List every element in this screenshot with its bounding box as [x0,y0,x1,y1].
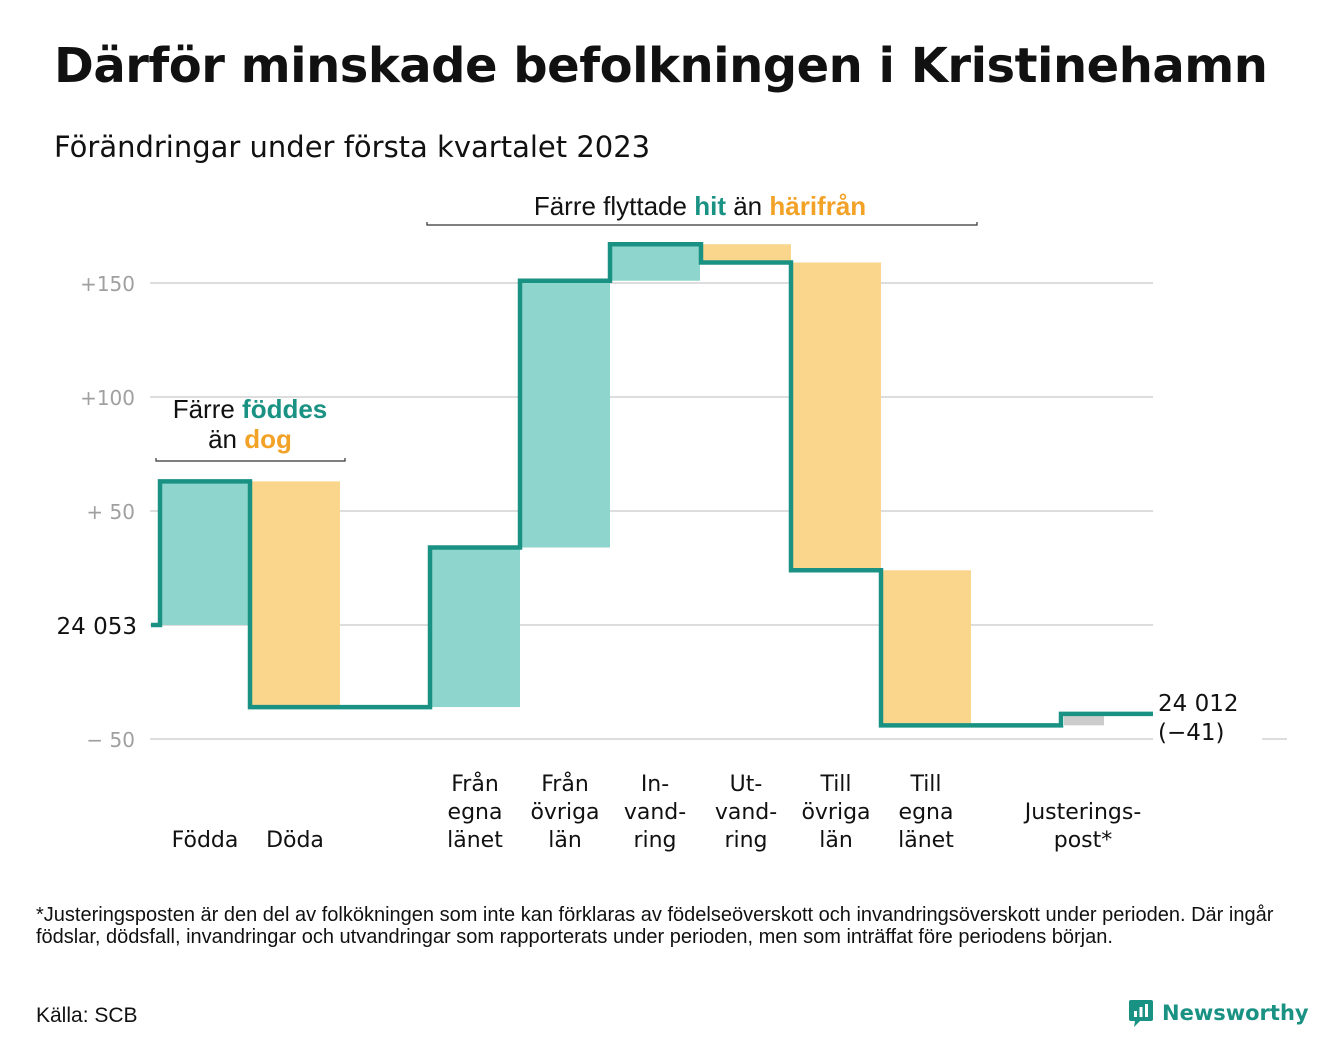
waterfall-chart: +150 +100 + 50 − 50 24 053 24 012 (−41) Födda Dö… [57,191,1287,853]
category-label: post* [1054,828,1113,853]
category-label: övriga [801,800,870,825]
cumulative-line [151,241,1153,728]
category-label: In- [641,772,669,797]
bar-till-övriga-län [791,262,881,571]
annotation-plain-text: Färre [173,394,242,424]
category-label: Födda [172,828,239,853]
annotation-teal-text: föddes [242,394,327,424]
bar-från-egna-länet [430,547,520,708]
brand-name: Newsworthy [1162,1001,1309,1025]
newsworthy-logo-icon [1129,1000,1153,1027]
category-label: Döda [266,828,324,853]
category-label: län [819,828,853,853]
category-label: länet [898,828,954,853]
category-label: Från [541,771,589,797]
y-tick-label: +100 [80,386,135,410]
annotation-bracket-natural [155,458,346,462]
bar-ut-vandring [701,244,791,263]
annotation-text-migration: Färre flyttade hit än härifrån [534,191,866,221]
end-value-label: 24 012 [1158,691,1238,717]
category-label: vand- [624,800,686,825]
annotation-bracket-migration [426,222,978,226]
category-label: Justerings- [1023,800,1142,825]
category-label: Till [819,772,851,797]
annotation-orange-text: dog [244,424,292,454]
bar-döda [250,481,340,708]
footnote: *Justeringsposten är den del av folkökni… [36,904,1274,948]
end-change-label: (−41) [1158,720,1224,746]
category-label: egna [448,800,503,825]
y-tick-label: +150 [80,272,135,296]
category-label: egna [899,800,954,825]
y-tick-label: + 50 [86,500,135,524]
bar-till-egna-länet [881,570,971,726]
annotation-plain-text: Färre flyttade [534,191,694,221]
category-label: ring [633,828,676,853]
bar-justeringspost- [1064,713,1104,726]
category-label: län [548,828,582,853]
category-label: vand- [715,800,777,825]
category-label: Till [909,772,941,797]
category-label: länet [447,828,503,853]
annotation-plain-text: än [208,424,244,454]
source-note: Källa: SCB [36,1004,138,1027]
bar-födda [160,481,250,625]
category-label: Från [451,771,499,797]
y-tick-label: − 50 [86,728,135,752]
start-value-label: 24 053 [57,614,137,640]
bar-från-övriga-län [520,280,610,548]
category-label: övriga [530,800,599,825]
annotation-teal-text: hit [694,191,726,221]
annotation-text-natural: än dog [208,424,292,454]
chart-title: Därför minskade befolkningen i Kristineh… [54,38,1268,94]
category-label: Ut- [730,772,763,797]
annotation-text-natural: Färre föddes [173,394,328,424]
annotation-orange-text: härifrån [769,191,866,221]
category-label: ring [724,828,767,853]
bar-in-vandring [610,244,700,281]
annotation-plain-text: än [726,191,769,221]
brand-logo: Newsworthy [1128,998,1309,1028]
chart-subtitle: Förändringar under första kvartalet 2023 [54,130,651,164]
